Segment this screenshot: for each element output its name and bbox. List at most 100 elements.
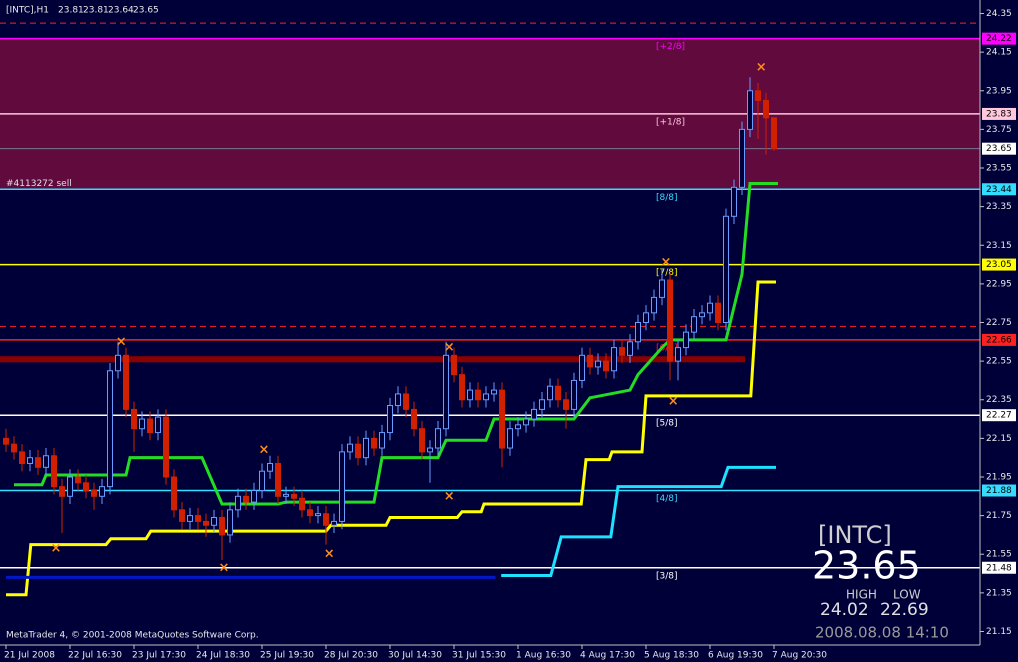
candle-body (251, 490, 257, 503)
candle-body (171, 476, 177, 511)
candle-body (99, 486, 105, 497)
candle-body (371, 437, 377, 449)
candle-body (531, 408, 537, 420)
ohlc-close: 23.65 (133, 6, 159, 16)
candle-body (91, 490, 97, 497)
ohlc-open: 23.81 (58, 6, 84, 16)
candle-body (571, 379, 577, 410)
candle-body (459, 374, 465, 401)
candle-body (587, 354, 593, 368)
candle-body (315, 513, 321, 517)
y-tick-label: 23.15 (986, 241, 1012, 251)
symbol: [INTC] (818, 521, 892, 549)
candle-body (387, 405, 393, 434)
price-tag (982, 333, 1016, 346)
candle-body (651, 296, 657, 314)
ohlc-high: 23.81 (83, 6, 109, 16)
y-tick-label: 23.95 (986, 86, 1012, 96)
candle-body (331, 520, 337, 526)
price-tag-label: 21.48 (986, 563, 1012, 573)
candle-body (595, 360, 601, 368)
x-tick-label: 22 Jul 16:30 (68, 651, 122, 661)
candle-body (723, 215, 729, 324)
x-tick-label: 6 Aug 19:30 (708, 651, 763, 661)
candle-body (675, 347, 681, 362)
y-tick-label: 24.15 (986, 48, 1012, 58)
high-label: HIGH (846, 588, 877, 602)
price-tag (982, 258, 1016, 271)
candle-body (267, 462, 273, 472)
candle-body (395, 393, 401, 407)
candle-body (627, 341, 633, 356)
candle-body (179, 509, 185, 522)
fractal-marker: × (444, 489, 455, 504)
indicator-line (501, 465, 776, 577)
high-value: 24.02 (820, 600, 869, 620)
candle-body (603, 360, 609, 372)
y-tick-label: 24.35 (986, 9, 1012, 19)
chart-title: [INTC],H1 (6, 6, 49, 16)
candle-body (707, 302, 713, 314)
y-tick-label: 21.95 (986, 472, 1012, 482)
candle-body (115, 354, 121, 372)
x-tick-label: 7 Aug 20:30 (772, 651, 827, 661)
candle-body (483, 393, 489, 401)
candle-body (187, 515, 193, 522)
price-tag-label: 21.88 (986, 486, 1012, 496)
ohlc-low: 23.64 (108, 6, 134, 16)
x-tick-label: 5 Aug 18:30 (644, 651, 699, 661)
price-tag (982, 561, 1016, 574)
level-label: [+1/8] (656, 117, 685, 127)
fractal-marker: × (324, 547, 335, 562)
x-tick-label: 30 Jul 14:30 (388, 651, 442, 661)
candle-body (291, 493, 297, 499)
fractal-marker: × (259, 442, 270, 457)
candle-body (19, 451, 25, 464)
y-tick-label: 22.55 (986, 357, 1012, 367)
y-tick-label: 22.75 (986, 318, 1012, 328)
candle-body (451, 354, 457, 376)
y-tick-label: 22.15 (986, 434, 1012, 444)
price-tag (982, 142, 1016, 155)
candle-body (307, 509, 313, 517)
price-tag-label: 24.22 (986, 34, 1012, 44)
plot: [+2/8] [+1/8] [8/8] [7/8] [6/8] [5/8] [4/8] [3/… (0, 22, 980, 597)
candle-body (619, 347, 625, 356)
low-label: LOW (893, 588, 921, 602)
candle-body (51, 455, 57, 488)
price-tag (982, 107, 1016, 120)
candle-body (435, 428, 441, 449)
candle-body (11, 443, 17, 453)
price-tag-label: 22.66 (986, 335, 1012, 345)
candle-body (283, 493, 289, 497)
y-tick-label: 23.75 (986, 125, 1012, 135)
y-tick-label: 21.55 (986, 550, 1012, 560)
candle-body (75, 476, 81, 484)
candle-body (347, 443, 353, 453)
candle-body (275, 462, 281, 497)
fractal-marker: × (756, 60, 767, 75)
candle-body (699, 312, 705, 318)
price-tag (982, 32, 1016, 45)
candle-body (299, 497, 305, 511)
time-stamp: 2008.08.08 14:10 (815, 624, 949, 642)
low-value: 22.69 (880, 600, 929, 620)
candle-body (243, 495, 249, 503)
candle-body (43, 455, 49, 468)
candle-body (427, 447, 433, 453)
y-tick-label: 22.95 (986, 279, 1012, 289)
candle-body (147, 418, 153, 434)
x-tick-label: 28 Jul 20:30 (324, 651, 378, 661)
candle-body (611, 347, 617, 372)
level-label: [4/8] (656, 494, 678, 504)
y-tick-label: 21.75 (986, 511, 1012, 521)
x-tick-label: 25 Jul 19:30 (260, 651, 314, 661)
candle-body (715, 302, 721, 324)
candle-body (563, 399, 569, 410)
candle-body (515, 424, 521, 430)
level-label: [8/8] (656, 193, 678, 203)
fractal-marker: × (116, 334, 127, 349)
candle-body (59, 486, 65, 497)
order-label: #4113272 sell (6, 179, 72, 189)
candle-body (507, 428, 513, 449)
